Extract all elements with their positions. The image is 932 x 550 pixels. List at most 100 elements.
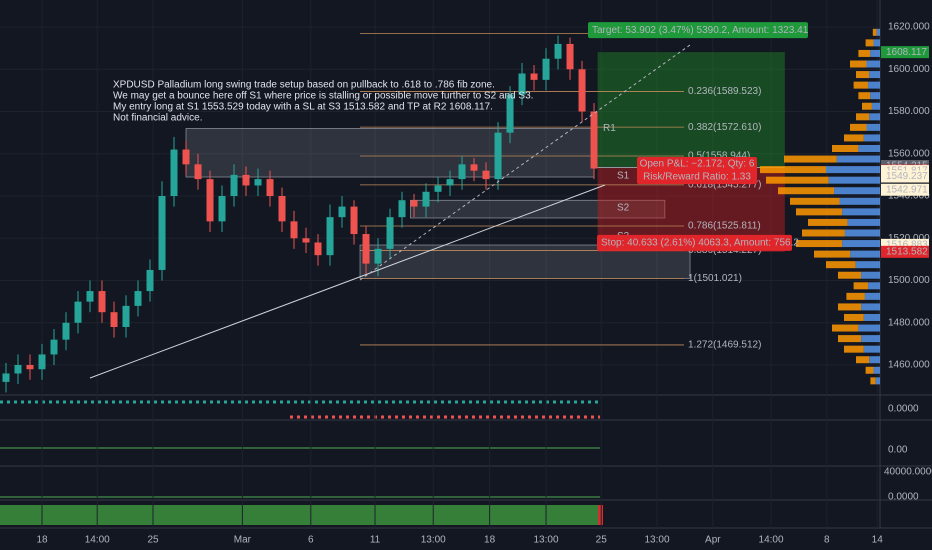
candle-body xyxy=(494,132,502,180)
x-tick-label: 25 xyxy=(596,535,608,546)
profile-bar xyxy=(861,303,880,311)
profile-bar xyxy=(844,229,880,237)
profile-bar xyxy=(766,176,829,184)
candle-body xyxy=(182,149,190,165)
x-tick-label: 8 xyxy=(824,535,830,546)
label-box xyxy=(637,157,757,184)
y-tick-label: 1460.000 xyxy=(888,360,930,371)
price-badge xyxy=(881,183,929,196)
candle-body xyxy=(230,174,238,197)
candle-body xyxy=(338,206,346,218)
candle-body xyxy=(50,339,58,355)
indicator-band xyxy=(598,505,603,525)
candle-body xyxy=(530,73,538,80)
profile-bar xyxy=(865,39,874,47)
x-tick-label: 6 xyxy=(308,535,314,546)
candle-body xyxy=(506,94,514,133)
price-pane: 0(1616.992)0.236(1589.523)0.382(1572.610… xyxy=(0,0,880,528)
candle-body xyxy=(542,58,550,80)
position-label: Target: 53.902 (3.47%) 5390.2, Amount: 1… xyxy=(592,25,809,36)
profile-bar xyxy=(850,250,880,258)
candle-body xyxy=(362,234,370,264)
target-zone xyxy=(597,52,785,168)
profile-bar xyxy=(863,134,880,142)
candle-body xyxy=(206,179,214,222)
level-label: S1 xyxy=(617,171,630,182)
indicator-label: 0.0000 xyxy=(888,404,919,415)
profile-bar xyxy=(832,144,859,152)
candle-body xyxy=(254,179,262,186)
y-tick-label: 1580.000 xyxy=(888,106,930,117)
y-tick-label: 1540.000 xyxy=(888,191,930,202)
profile-bar xyxy=(826,166,880,174)
fib-label: 0.618(1545.277) xyxy=(688,180,761,191)
indicator-label: 0.0000 xyxy=(888,492,919,503)
profile-bar xyxy=(842,240,880,248)
y-tick-label: 1480.000 xyxy=(888,317,930,328)
candle-body xyxy=(554,43,562,59)
x-tick-label: 25 xyxy=(147,535,159,546)
candle-body xyxy=(386,217,394,249)
profile-bar xyxy=(838,303,862,311)
profile-bar xyxy=(873,366,880,374)
candle-body xyxy=(566,43,574,70)
profile-bar xyxy=(873,39,880,47)
candle-body xyxy=(302,238,310,243)
candle-body xyxy=(458,164,466,180)
candle-body xyxy=(290,221,298,239)
profile-bar xyxy=(855,261,880,269)
y-tick-label: 1500.000 xyxy=(888,275,930,286)
profile-bar xyxy=(847,218,880,226)
profile-bar xyxy=(868,282,880,290)
fib-label: 0.5(1558.944) xyxy=(688,151,750,162)
x-tick-label: 18 xyxy=(484,535,496,546)
candle-body xyxy=(374,248,382,264)
profile-bar xyxy=(842,208,880,216)
x-tick-label: Apr xyxy=(705,535,721,546)
annotation: My entry long at S1 1553.529 today with … xyxy=(113,102,493,113)
x-tick-label: 11 xyxy=(370,535,381,546)
annotation: XPDUSD Palladium long swing trade setup … xyxy=(113,80,495,91)
profile-bar xyxy=(858,324,880,332)
position-label: Risk/Reward Ratio: 1.33 xyxy=(643,172,751,183)
y-tick-label: 1600.000 xyxy=(888,64,930,75)
profile-bar xyxy=(858,144,880,152)
candle-body xyxy=(218,196,226,222)
profile-bar xyxy=(864,292,880,300)
price-badge-label: 1516.883 xyxy=(886,239,928,250)
label-box xyxy=(597,234,792,251)
fib-label: 0.382(1572.610) xyxy=(688,122,761,133)
candle-body xyxy=(26,365,34,370)
profile-bar xyxy=(839,197,880,205)
price-badge xyxy=(881,170,929,183)
price-badge-label: 1513.582 xyxy=(886,246,928,257)
profile-bar xyxy=(869,356,880,364)
price-badge xyxy=(881,46,929,59)
candle-body xyxy=(194,164,202,180)
profile-bar xyxy=(808,218,848,226)
profile-bar xyxy=(866,123,880,131)
x-tick-label: 13:00 xyxy=(421,535,446,546)
candle-body xyxy=(86,291,94,302)
profile-bar xyxy=(853,81,869,89)
candle-body xyxy=(62,322,70,340)
candle-body xyxy=(326,217,334,256)
candle-body xyxy=(314,242,322,256)
position-label: Stop: 40.633 (2.61%) 4063.3, Amount: 756… xyxy=(601,237,799,248)
y-tick-label: 1520.000 xyxy=(888,233,930,244)
candle-body xyxy=(122,305,130,327)
profile-bar xyxy=(858,49,871,57)
profile-bar xyxy=(790,197,840,205)
profile-bar xyxy=(778,187,835,195)
profile-bar xyxy=(865,366,874,374)
profile-bar xyxy=(866,60,880,68)
candle-body xyxy=(434,185,442,192)
candle-body xyxy=(146,269,154,292)
candle-body xyxy=(482,170,490,180)
profile-bar xyxy=(863,345,880,353)
profile-bar xyxy=(760,166,826,174)
candle-body xyxy=(266,179,274,197)
candle-body xyxy=(170,149,178,197)
candle-body xyxy=(158,196,166,270)
